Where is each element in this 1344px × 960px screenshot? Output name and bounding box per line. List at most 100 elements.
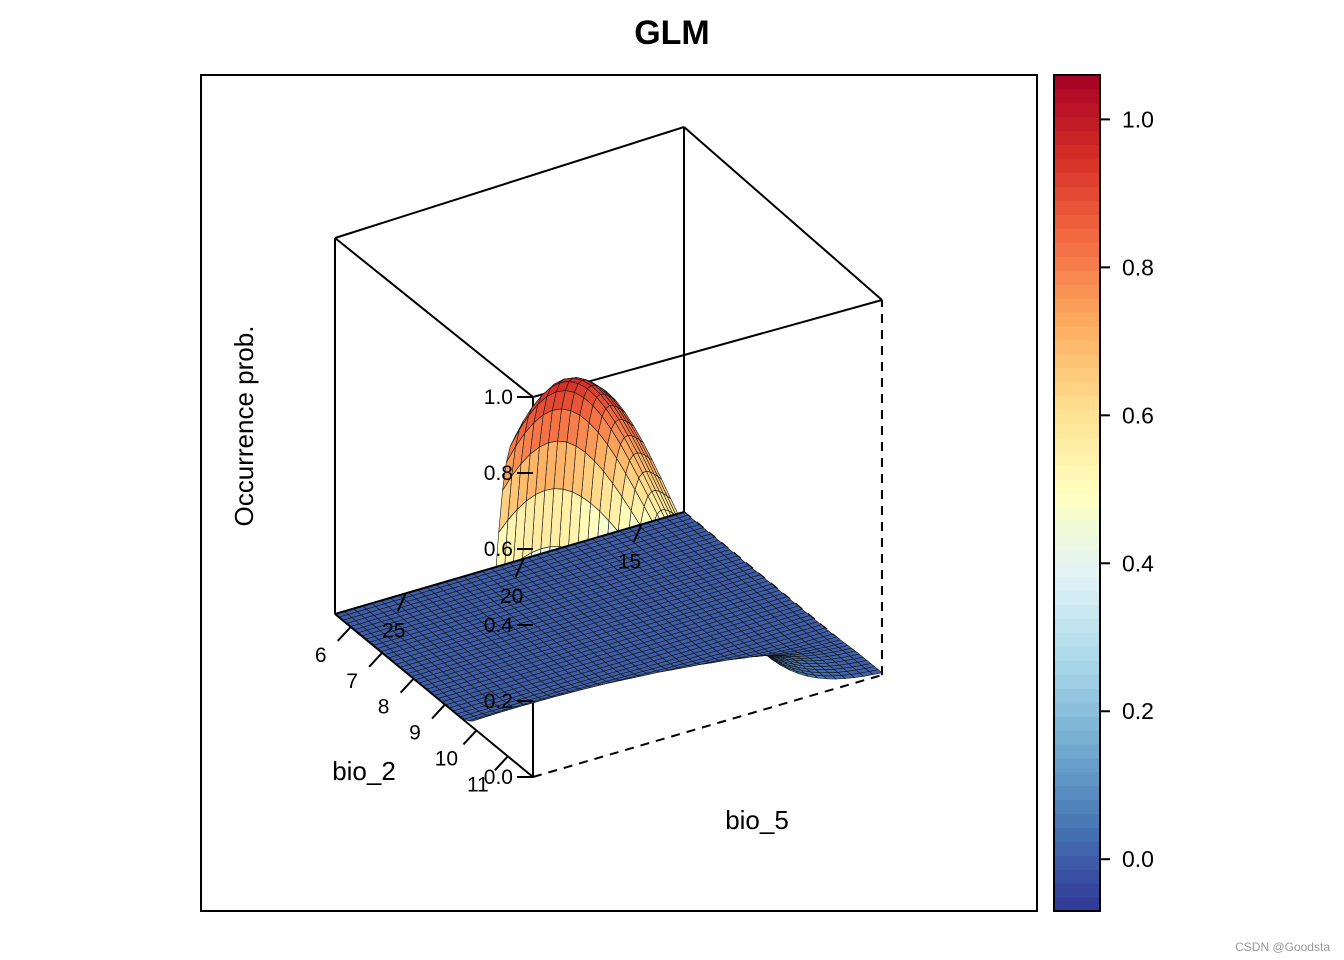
colorbar-swatch	[1054, 256, 1100, 271]
colorbar-tick-label: 0.8	[1122, 254, 1154, 280]
box-edge-top-front-left	[334, 237, 534, 398]
colorbar-swatch	[1054, 869, 1100, 884]
colorbar-swatch	[1054, 715, 1100, 731]
colorbar-swatch	[1054, 813, 1100, 828]
y-tick-mark	[514, 558, 525, 578]
y-tick-label: 15	[618, 550, 641, 573]
colorbar-swatch	[1054, 214, 1100, 229]
x-tick-mark	[462, 729, 478, 746]
colorbar-swatch	[1054, 688, 1100, 703]
colorbar-swatch	[1054, 576, 1100, 592]
z-tick-label: 0.4	[484, 614, 514, 637]
box-edge-back-floor-left	[532, 674, 883, 778]
colorbar-swatch	[1054, 534, 1100, 550]
colorbar-swatch	[1054, 674, 1100, 689]
colorbar-swatch	[1054, 102, 1100, 118]
z-tick-label: 0.0	[484, 766, 513, 789]
z-tick-label: 0.8	[484, 462, 513, 485]
colorbar-swatch	[1054, 771, 1100, 787]
colorbar-swatch	[1054, 702, 1100, 717]
colorbar-swatch	[1054, 367, 1100, 383]
colorbar-swatch	[1054, 409, 1100, 424]
z-tick-label: 0.6	[484, 538, 513, 561]
box-edge-front-floor-right	[334, 511, 685, 615]
x-tick-mark	[431, 703, 446, 720]
z-tick-label: 1.0	[484, 386, 513, 409]
colorbar-swatch	[1054, 297, 1100, 313]
box-edge-top-front-right	[334, 126, 685, 239]
colorbar-swatch	[1054, 479, 1100, 494]
colorbar: 0.0 0.2 0.4 0.6 0.8 1.0	[1053, 74, 1154, 912]
watermark: CSDN @Goodsta	[1235, 940, 1330, 954]
colorbar-swatch	[1054, 785, 1100, 801]
colorbar-swatch	[1054, 144, 1100, 160]
x-tick-mark	[399, 678, 415, 694]
colorbar-swatch	[1054, 855, 1100, 870]
y-tick-mark	[632, 523, 643, 543]
colorbar-tick-label: 0.0	[1122, 846, 1154, 872]
box-edge-top-back-right	[683, 126, 883, 301]
colorbar-swatch	[1054, 88, 1100, 104]
colorbar-swatch	[1054, 506, 1100, 522]
colorbar-swatch	[1054, 423, 1100, 438]
x-tick-label: 11	[467, 773, 489, 796]
colorbar-swatch	[1054, 395, 1100, 410]
colorbar-tick-label: 0.4	[1122, 550, 1154, 576]
x-tick-label: 10	[435, 747, 458, 770]
colorbar-swatch	[1054, 200, 1100, 215]
x-tick-mark	[494, 755, 509, 771]
colorbar-swatch	[1054, 562, 1100, 578]
colorbar-swatch	[1054, 75, 1100, 90]
plot-frame	[200, 74, 1038, 912]
x-tick-mark	[336, 626, 352, 642]
colorbar-swatch	[1054, 897, 1100, 912]
colorbar-swatch	[1054, 284, 1100, 299]
y-axis-label: bio_5	[725, 805, 789, 835]
colorbar-swatch	[1054, 311, 1100, 327]
colorbar-swatch	[1054, 381, 1100, 397]
colorbar-swatch	[1054, 660, 1100, 675]
colorbar-tick-label: 0.6	[1122, 402, 1154, 428]
colorbar-swatch	[1054, 841, 1100, 856]
colorbar-swatch	[1054, 451, 1100, 466]
x-tick-label: 9	[409, 722, 421, 745]
colorbar-swatch	[1054, 172, 1100, 188]
colorbar-swatch	[1054, 604, 1100, 619]
chart-title: GLM	[634, 14, 710, 52]
colorbar-swatch	[1054, 158, 1100, 174]
colorbar-swatch	[1054, 465, 1100, 480]
colorbar-swatch	[1054, 646, 1100, 661]
colorbar-swatch	[1054, 116, 1100, 132]
colorbar-swatch	[1054, 437, 1100, 452]
colorbar-swatch	[1054, 548, 1100, 564]
colorbar-swatch	[1054, 228, 1100, 243]
colorbar-swatch	[1054, 618, 1100, 633]
y-tick-mark	[396, 592, 407, 612]
colorbar-swatch	[1054, 632, 1100, 647]
colorbar-frame	[1053, 74, 1101, 912]
box-edge-front-floor-left	[334, 613, 534, 778]
colorbar-swatch	[1054, 270, 1100, 285]
colorbar-swatch	[1054, 799, 1100, 815]
colorbar-swatch	[1054, 339, 1100, 355]
x-tick-label: 6	[315, 644, 327, 667]
colorbar-swatch	[1054, 743, 1100, 759]
colorbar-swatch	[1054, 729, 1100, 745]
colorbar-swatch	[1054, 493, 1100, 508]
x-axis-label: bio_2	[332, 756, 396, 786]
colorbar-swatch	[1054, 325, 1100, 341]
colorbar-swatch	[1054, 242, 1100, 257]
box-front-edges	[334, 126, 685, 778]
colorbar-tick-label: 1.0	[1122, 106, 1154, 132]
colorbar-swatch	[1054, 827, 1100, 842]
colorbar-swatch	[1054, 520, 1100, 536]
colorbar-swatch	[1054, 130, 1100, 146]
z-axis-label: Occurrence prob.	[229, 326, 259, 527]
colorbar-swatch	[1054, 353, 1100, 369]
y-tick-label: 20	[500, 585, 523, 608]
z-tick-label: 0.2	[484, 690, 513, 713]
colorbar-swatch	[1054, 590, 1100, 606]
colorbar-tick-label: 0.2	[1122, 698, 1154, 724]
